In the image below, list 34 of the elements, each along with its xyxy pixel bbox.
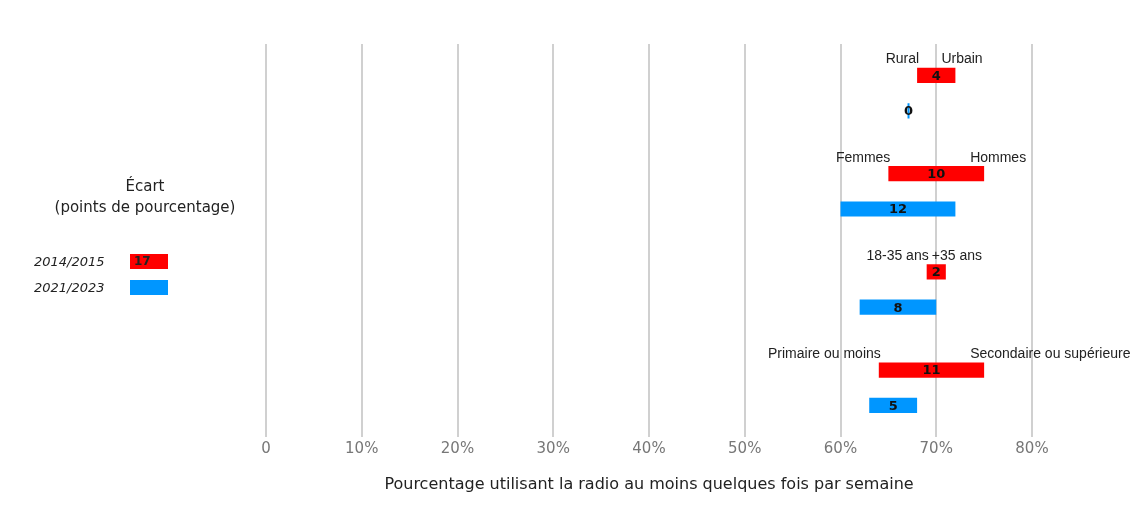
data-label: 11 [922,362,941,378]
annotation: +35 ans [931,246,983,263]
bar [888,166,985,182]
data-label: 10 [927,166,946,181]
x-tick-label: 20% [440,438,475,457]
annotation: Secondaire ou supérieure [970,345,1131,362]
x-tick-label: 60% [823,438,858,457]
x-tick-label: 30% [536,438,570,457]
x-tick-label: 0 [261,438,271,457]
annotation: Hommes [970,148,1027,165]
legend-label: 2021/2023 [34,279,106,295]
annotation: Urbain [941,50,983,67]
data-label: 12 [888,201,907,217]
x-tick-label: 40% [632,438,666,457]
bar [878,362,985,378]
data-label: 8 [893,299,903,315]
bar [869,397,918,413]
x-axis-title: Pourcentage utilisant la radio au moins quelques fois par semaine [384,473,914,493]
data-label: 4 [931,67,941,83]
annotation: Rural [885,50,920,67]
x-tick-label: 50% [728,438,762,457]
annotation: Femmes [835,148,891,165]
legend-title: Écart (points de pourcentage) [53,176,237,218]
annotation: 18-35 ans [866,246,929,263]
x-tick-label: 10% [345,438,379,457]
x-tick-label: 80% [1015,438,1049,457]
text: 17 [130,253,168,269]
x-tick-label: 70% [919,438,953,457]
bar [859,299,937,315]
data-label: 5 [888,397,898,413]
data-label: 2 [931,264,941,280]
legend-label: 2014/2015 [34,253,106,269]
annotation: Primaire ou moins [767,345,881,362]
bar [840,201,956,217]
